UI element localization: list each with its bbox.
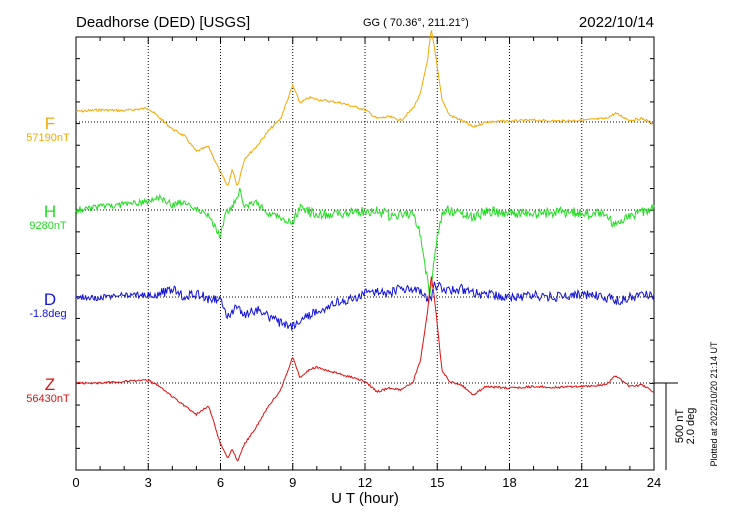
x-tick-label: 6 xyxy=(217,475,224,490)
series-name-d: D xyxy=(44,290,56,309)
plotted-timestamp: Plotted at 2022/10/20 21:14 UT xyxy=(709,341,719,467)
coordinates-label: GG ( 70.36°, 211.21°) xyxy=(363,17,469,29)
baseline-value-z: 56430nT xyxy=(26,393,70,405)
x-tick-label: 3 xyxy=(145,475,152,490)
x-tick-labels: 0 3 6 9 12 15 18 21 24 xyxy=(72,475,661,490)
series-name-f: F xyxy=(45,114,55,133)
baseline-value-h: 9280nT xyxy=(29,220,67,232)
scale-bar-label-deg: 2.0 deg xyxy=(685,408,697,445)
series-name-z: Z xyxy=(45,375,55,394)
x-tick-label: 21 xyxy=(575,475,589,490)
x-tick-label: 0 xyxy=(72,475,79,490)
baseline-value-f: 57190nT xyxy=(26,132,70,144)
series-lines xyxy=(75,30,655,462)
x-tick-label: 15 xyxy=(430,475,444,490)
x-tick-label: 12 xyxy=(358,475,372,490)
baseline-gridlines xyxy=(76,121,654,384)
scale-bar-label-nt: 500 nT xyxy=(674,409,686,444)
vertical-gridlines xyxy=(147,37,583,470)
series-line-f xyxy=(75,30,655,186)
station-title: Deadhorse (DED) [USGS] xyxy=(76,14,250,31)
x-tick-label: 24 xyxy=(647,475,661,490)
series-line-h xyxy=(75,187,655,297)
x-axis-label: U T (hour) xyxy=(331,490,399,507)
x-tick-label: 9 xyxy=(289,475,296,490)
series-name-h: H xyxy=(44,202,56,221)
frame-ticks xyxy=(75,36,655,471)
x-tick-label: 18 xyxy=(502,475,516,490)
date-label: 2022/10/14 xyxy=(579,14,654,31)
series-line-z xyxy=(75,276,655,462)
series-line-d xyxy=(75,281,655,331)
baseline-value-d: -1.8deg xyxy=(29,308,66,320)
